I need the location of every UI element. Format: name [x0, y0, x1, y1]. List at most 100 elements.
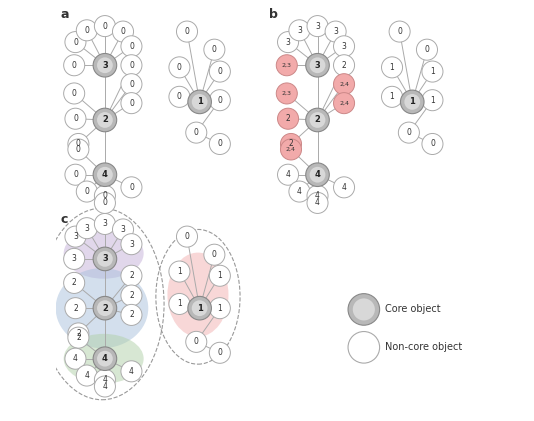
Text: 4: 4: [315, 191, 320, 200]
Circle shape: [289, 181, 310, 202]
Text: 3: 3: [315, 21, 320, 31]
Text: 1: 1: [390, 92, 395, 101]
Circle shape: [276, 83, 297, 104]
Circle shape: [95, 369, 115, 390]
Circle shape: [325, 21, 346, 42]
Circle shape: [93, 296, 117, 320]
Circle shape: [188, 296, 211, 320]
Circle shape: [278, 32, 299, 53]
Circle shape: [280, 139, 302, 160]
Text: 0: 0: [76, 145, 81, 154]
Circle shape: [334, 93, 355, 114]
Text: 4: 4: [103, 375, 107, 384]
Text: 2: 2: [286, 114, 290, 123]
Text: 0: 0: [103, 21, 107, 31]
Text: 2: 2: [76, 333, 81, 342]
Circle shape: [310, 112, 325, 128]
Circle shape: [204, 244, 225, 265]
Text: 0: 0: [194, 337, 199, 346]
Text: 2: 2: [129, 310, 134, 320]
Circle shape: [186, 122, 207, 143]
Circle shape: [64, 83, 85, 104]
Text: 2,4: 2,4: [339, 82, 349, 87]
Circle shape: [422, 90, 443, 111]
Circle shape: [65, 108, 86, 129]
Text: 0: 0: [212, 250, 217, 259]
Text: b: b: [269, 8, 278, 21]
Circle shape: [280, 133, 302, 155]
Circle shape: [334, 177, 355, 198]
Circle shape: [348, 332, 380, 363]
Text: 4: 4: [73, 354, 78, 363]
Text: 0: 0: [194, 128, 199, 137]
Circle shape: [95, 376, 115, 397]
Text: 2: 2: [72, 278, 76, 288]
Text: 4: 4: [129, 367, 134, 376]
Circle shape: [278, 108, 299, 129]
Text: 2,3: 2,3: [282, 63, 292, 68]
Text: 0: 0: [185, 232, 190, 241]
Text: 0: 0: [177, 63, 182, 72]
Circle shape: [64, 248, 85, 269]
Ellipse shape: [56, 268, 148, 348]
Text: 1: 1: [177, 267, 182, 276]
Circle shape: [306, 53, 329, 77]
Circle shape: [307, 192, 328, 213]
Circle shape: [348, 294, 380, 325]
Circle shape: [121, 93, 142, 114]
Circle shape: [64, 272, 85, 293]
Text: 3: 3: [73, 232, 78, 241]
Circle shape: [176, 226, 198, 247]
Text: 0: 0: [217, 348, 222, 357]
Circle shape: [209, 298, 230, 319]
Text: 2,4: 2,4: [286, 147, 296, 152]
Text: 2: 2: [315, 115, 320, 125]
Circle shape: [76, 20, 97, 41]
Ellipse shape: [168, 253, 229, 337]
Text: 3: 3: [129, 240, 134, 249]
Circle shape: [65, 32, 86, 53]
Text: 1: 1: [217, 271, 222, 280]
Circle shape: [192, 300, 208, 316]
Circle shape: [65, 226, 86, 247]
Circle shape: [95, 16, 115, 37]
Text: 0: 0: [406, 128, 411, 137]
Text: 0: 0: [217, 139, 222, 149]
Circle shape: [68, 327, 89, 348]
Circle shape: [121, 265, 142, 286]
Text: 2,3: 2,3: [282, 91, 292, 96]
Ellipse shape: [64, 228, 144, 279]
Circle shape: [65, 348, 86, 369]
Text: 3: 3: [333, 27, 338, 36]
Circle shape: [186, 331, 207, 352]
Text: 0: 0: [425, 45, 429, 54]
Circle shape: [121, 234, 142, 255]
Circle shape: [334, 36, 355, 57]
Circle shape: [76, 218, 97, 239]
Circle shape: [113, 219, 134, 240]
Circle shape: [95, 213, 115, 234]
Circle shape: [307, 16, 328, 37]
Text: 4: 4: [297, 187, 302, 196]
Text: 3: 3: [286, 37, 290, 47]
Text: 2,4: 2,4: [339, 101, 349, 106]
Text: 0: 0: [73, 114, 78, 123]
Circle shape: [209, 90, 230, 111]
Circle shape: [353, 298, 375, 320]
Text: 3: 3: [121, 225, 125, 234]
Circle shape: [76, 365, 97, 386]
Circle shape: [276, 55, 297, 76]
Circle shape: [389, 21, 410, 42]
Text: 2: 2: [129, 291, 134, 300]
Ellipse shape: [64, 334, 144, 384]
Text: 0: 0: [430, 139, 435, 149]
Circle shape: [188, 90, 211, 114]
Text: 1: 1: [197, 304, 202, 313]
Circle shape: [93, 347, 117, 370]
Text: 3: 3: [342, 42, 347, 51]
Circle shape: [97, 251, 113, 267]
Text: 0: 0: [103, 191, 107, 200]
Text: 0: 0: [72, 89, 76, 98]
Text: 3: 3: [103, 219, 107, 229]
Circle shape: [121, 361, 142, 382]
